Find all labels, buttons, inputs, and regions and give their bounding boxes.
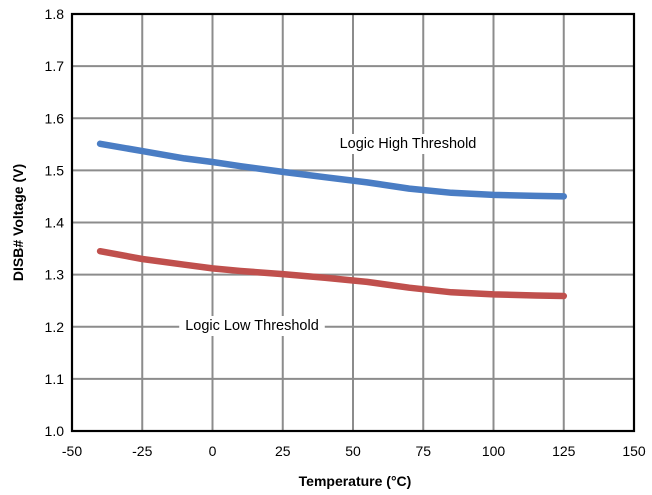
x-tick-label: 150 xyxy=(622,443,646,459)
x-tick-label: 0 xyxy=(209,443,217,459)
y-tick-label: 1.1 xyxy=(45,371,65,387)
series-line xyxy=(96,140,568,200)
x-tick-label: 50 xyxy=(345,443,361,459)
y-tick-label: 1.0 xyxy=(45,423,65,439)
x-tick-label: -50 xyxy=(62,443,82,459)
y-tick-label: 1.6 xyxy=(45,110,65,126)
plot-frame xyxy=(70,12,636,433)
y-tick-label: 1.7 xyxy=(45,58,65,74)
y-tick-label: 1.3 xyxy=(45,267,65,283)
series-label-logic-low: Logic Low Threshold xyxy=(185,318,319,334)
series-line xyxy=(96,247,568,300)
series-layer xyxy=(96,140,568,300)
series-label-background xyxy=(179,316,325,336)
y-axis-title: DISB# Voltage (V) xyxy=(10,164,26,281)
x-tick-label: 25 xyxy=(275,443,291,459)
y-tick-label: 1.4 xyxy=(45,215,65,231)
x-tick-label: -25 xyxy=(132,443,152,459)
gridlines xyxy=(72,14,634,431)
x-tick-label: 100 xyxy=(482,443,506,459)
x-axis-title: Temperature (°C) xyxy=(299,473,412,489)
series-label-logic-high: Logic High Threshold xyxy=(340,136,477,152)
x-tick-labels: -50 -25 0 25 50 75 100 125 150 xyxy=(62,443,646,459)
y-tick-labels: 1.0 1.1 1.2 1.3 1.4 1.5 1.6 1.7 1.8 xyxy=(45,6,65,439)
series-label-background xyxy=(331,134,485,154)
y-tick-label: 1.8 xyxy=(45,6,65,22)
series-labels: Logic High Threshold Logic Low Threshold xyxy=(179,134,485,336)
y-tick-label: 1.2 xyxy=(45,319,65,335)
x-tick-label: 75 xyxy=(415,443,431,459)
x-tick-label: 125 xyxy=(552,443,576,459)
y-tick-label: 1.5 xyxy=(45,162,65,178)
